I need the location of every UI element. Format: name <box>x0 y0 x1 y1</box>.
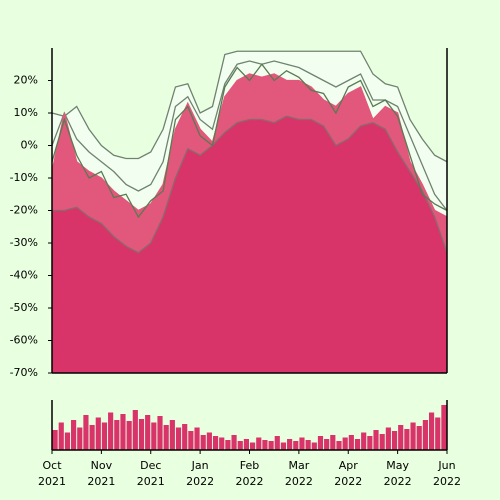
volume-bar <box>274 436 280 450</box>
volume-bar <box>428 412 435 450</box>
volume-bar <box>410 422 416 450</box>
y-tick-label: -10% <box>10 171 38 184</box>
volume-bar <box>157 416 163 450</box>
volume-bar <box>194 427 200 450</box>
x-tick-label: Dec 2021 <box>136 459 165 488</box>
volume-bar <box>250 442 256 450</box>
volume-bar <box>324 439 330 450</box>
volume-bar <box>299 437 305 450</box>
volume-bar <box>354 439 361 450</box>
volume-bar <box>422 420 428 450</box>
volume-bar <box>120 414 126 450</box>
volume-bar <box>441 405 447 450</box>
y-tick-label: 0% <box>21 139 38 152</box>
volume-bar <box>243 439 249 450</box>
volume-bar <box>132 410 138 450</box>
volume-bar <box>200 435 206 450</box>
volume-bar <box>126 421 132 450</box>
volume-bar <box>336 441 342 450</box>
volume-bar <box>330 435 336 450</box>
volume-bar <box>77 427 83 450</box>
volume-bar <box>280 442 287 450</box>
volume-bar <box>367 436 373 450</box>
volume-bar <box>212 436 219 450</box>
volume-bar <box>231 435 237 450</box>
volume-bar <box>435 417 441 450</box>
volume-bar <box>64 432 71 450</box>
volume-bar <box>262 440 268 450</box>
x-tick-label: Apr 2022 <box>334 459 363 488</box>
volume-bar <box>108 412 114 450</box>
volume-bar <box>256 437 262 450</box>
x-tick-label: Feb 2022 <box>235 459 264 488</box>
x-tick-label: May 2022 <box>383 459 412 488</box>
volume-bar <box>58 422 64 450</box>
volume-bar <box>182 424 188 450</box>
y-tick-label: -40% <box>10 269 38 282</box>
volume-bar <box>317 436 324 450</box>
volume-bar <box>89 425 95 450</box>
x-tick-label: Jan 2022 <box>186 459 215 488</box>
volume-bar <box>398 425 404 450</box>
volume-bar <box>225 440 231 450</box>
volume-bar <box>188 431 194 450</box>
y-tick-label: -70% <box>10 366 38 379</box>
line <box>51 63 448 219</box>
y-tick-label: -60% <box>10 334 38 347</box>
volume-bar <box>169 420 175 450</box>
y-tick-label: -20% <box>10 204 38 217</box>
volume-bar <box>361 432 367 450</box>
volume-bar <box>305 440 311 450</box>
volume-bar <box>95 417 101 450</box>
x-tick-label: Oct 2021 <box>38 459 66 488</box>
volume-bar <box>373 430 379 450</box>
volume-bar <box>52 430 58 450</box>
volume-bar <box>287 439 293 450</box>
line <box>51 73 448 218</box>
volume-bar <box>151 422 157 450</box>
line <box>51 50 448 163</box>
volume-bar <box>71 420 77 450</box>
x-tick-label: Mar 2022 <box>284 459 313 488</box>
volume-bar <box>206 432 212 450</box>
volume-bar <box>83 415 89 450</box>
line <box>51 60 448 211</box>
y-tick-label: 10% <box>14 106 38 119</box>
x-tick-label: Jun 2022 <box>433 459 461 488</box>
volume-bar <box>348 435 354 450</box>
volume-bar <box>311 442 317 450</box>
area <box>52 116 447 373</box>
volume-bar <box>385 427 391 450</box>
volume-bar <box>145 415 151 450</box>
volume-bar <box>342 437 348 450</box>
y-tick-label: 20% <box>14 74 38 87</box>
volume-bar <box>404 429 410 450</box>
line <box>52 115 448 254</box>
y-tick-label: -30% <box>10 236 38 249</box>
volume-bar <box>138 419 145 450</box>
volume-bar <box>175 427 182 450</box>
y-tick-label: -50% <box>10 301 38 314</box>
volume-bar <box>416 426 422 450</box>
volume-bar <box>219 437 225 450</box>
volume-bar <box>163 425 169 450</box>
volume-bar <box>114 420 120 450</box>
volume-bar <box>391 431 398 450</box>
volume-bar <box>379 434 385 450</box>
x-tick-label: Nov 2021 <box>87 459 116 488</box>
volume-bar <box>101 422 108 450</box>
volume-bar <box>268 441 274 450</box>
volume-bar <box>293 441 299 450</box>
volume-bar <box>237 441 243 450</box>
